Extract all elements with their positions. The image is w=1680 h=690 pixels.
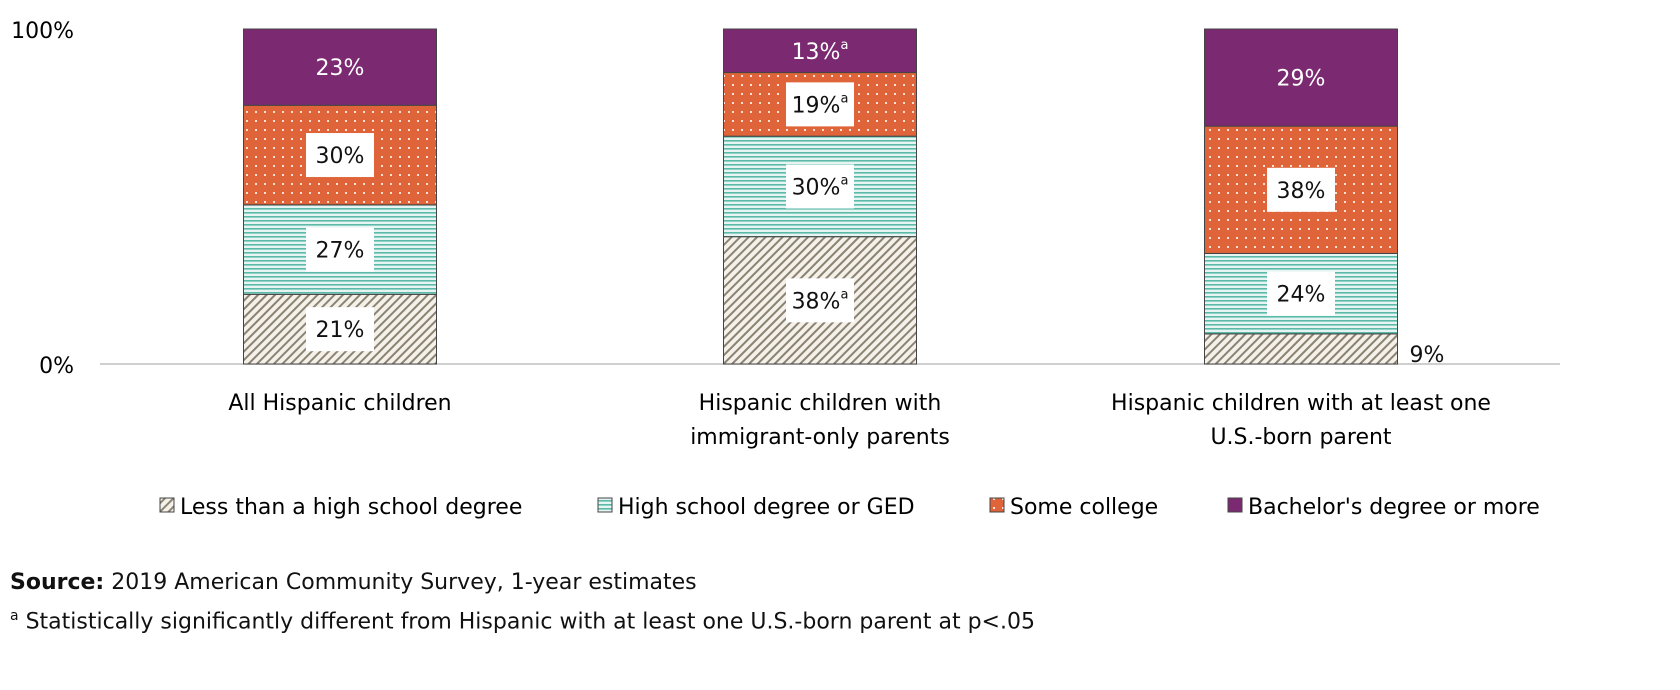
data-label: 29%	[1277, 67, 1326, 92]
legend-swatch	[1227, 497, 1243, 513]
legend-label: High school degree or GED	[618, 495, 915, 520]
data-label: 19%a	[792, 91, 849, 118]
data-label: 27%	[316, 239, 365, 264]
bar-segment	[1204, 28, 1398, 127]
legend-swatch	[597, 497, 613, 513]
source-text: 2019 American Community Survey, 1-year e…	[104, 570, 697, 595]
data-label-box	[1267, 167, 1335, 212]
data-label-box	[786, 278, 854, 323]
data-label: 13%a	[792, 38, 849, 65]
significance-marker: a	[840, 38, 848, 53]
data-label: 23%	[316, 56, 365, 81]
data-label-box	[1267, 271, 1335, 316]
y-tick-label: 0%	[39, 354, 74, 379]
legend-label: Bachelor's degree or more	[1248, 495, 1540, 520]
footnote: a Statistically significantly different …	[10, 608, 1035, 634]
y-tick-label: 100%	[11, 19, 74, 44]
bar-segment	[723, 28, 917, 74]
data-label: 30%	[316, 144, 365, 169]
data-label: 38%	[1277, 179, 1326, 204]
data-label-box	[306, 133, 374, 178]
footnote-marker: a	[10, 608, 19, 624]
significance-marker: a	[840, 173, 848, 188]
x-category-label: All Hispanic children	[228, 391, 451, 416]
footnote-text: Statistically significantly different fr…	[18, 609, 1035, 635]
source-note: Source: 2019 American Community Survey, …	[10, 570, 697, 595]
data-label: 30%a	[792, 173, 849, 200]
stacked-bar-chart: 0% 100% All Hispanic children Hispanic chil…	[11, 19, 1560, 520]
legend-label: Some college	[1010, 495, 1158, 520]
x-category-label: Hispanic children with at least one	[1111, 391, 1491, 416]
x-category-label: immigrant-only parents	[690, 425, 950, 450]
significance-marker: a	[840, 287, 848, 302]
data-label: 24%	[1277, 283, 1326, 308]
x-category-label: Hispanic children with	[699, 391, 942, 416]
data-label-box	[306, 227, 374, 272]
data-label-box	[306, 307, 374, 352]
x-category-label: U.S.-born parent	[1210, 425, 1391, 450]
bar-segment	[1204, 333, 1398, 365]
legend-label: Less than a high school degree	[180, 495, 522, 520]
data-label: 21%	[316, 318, 365, 343]
legend-swatch	[989, 497, 1005, 513]
significance-marker: a	[840, 91, 848, 106]
data-label-box	[786, 164, 854, 209]
legend-swatch	[159, 497, 175, 513]
data-label: 38%a	[792, 287, 849, 314]
data-label: 9%	[1410, 343, 1445, 368]
data-label-box	[786, 82, 854, 127]
bar-segment	[243, 28, 437, 106]
source-label: Source:	[10, 570, 105, 595]
